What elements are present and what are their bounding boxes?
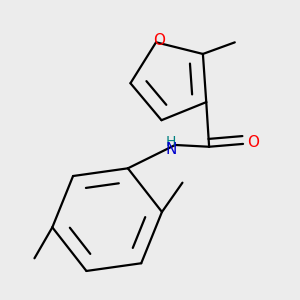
Text: N: N bbox=[165, 142, 177, 157]
Text: H: H bbox=[166, 135, 176, 149]
Text: O: O bbox=[153, 33, 165, 48]
Text: O: O bbox=[247, 135, 259, 150]
